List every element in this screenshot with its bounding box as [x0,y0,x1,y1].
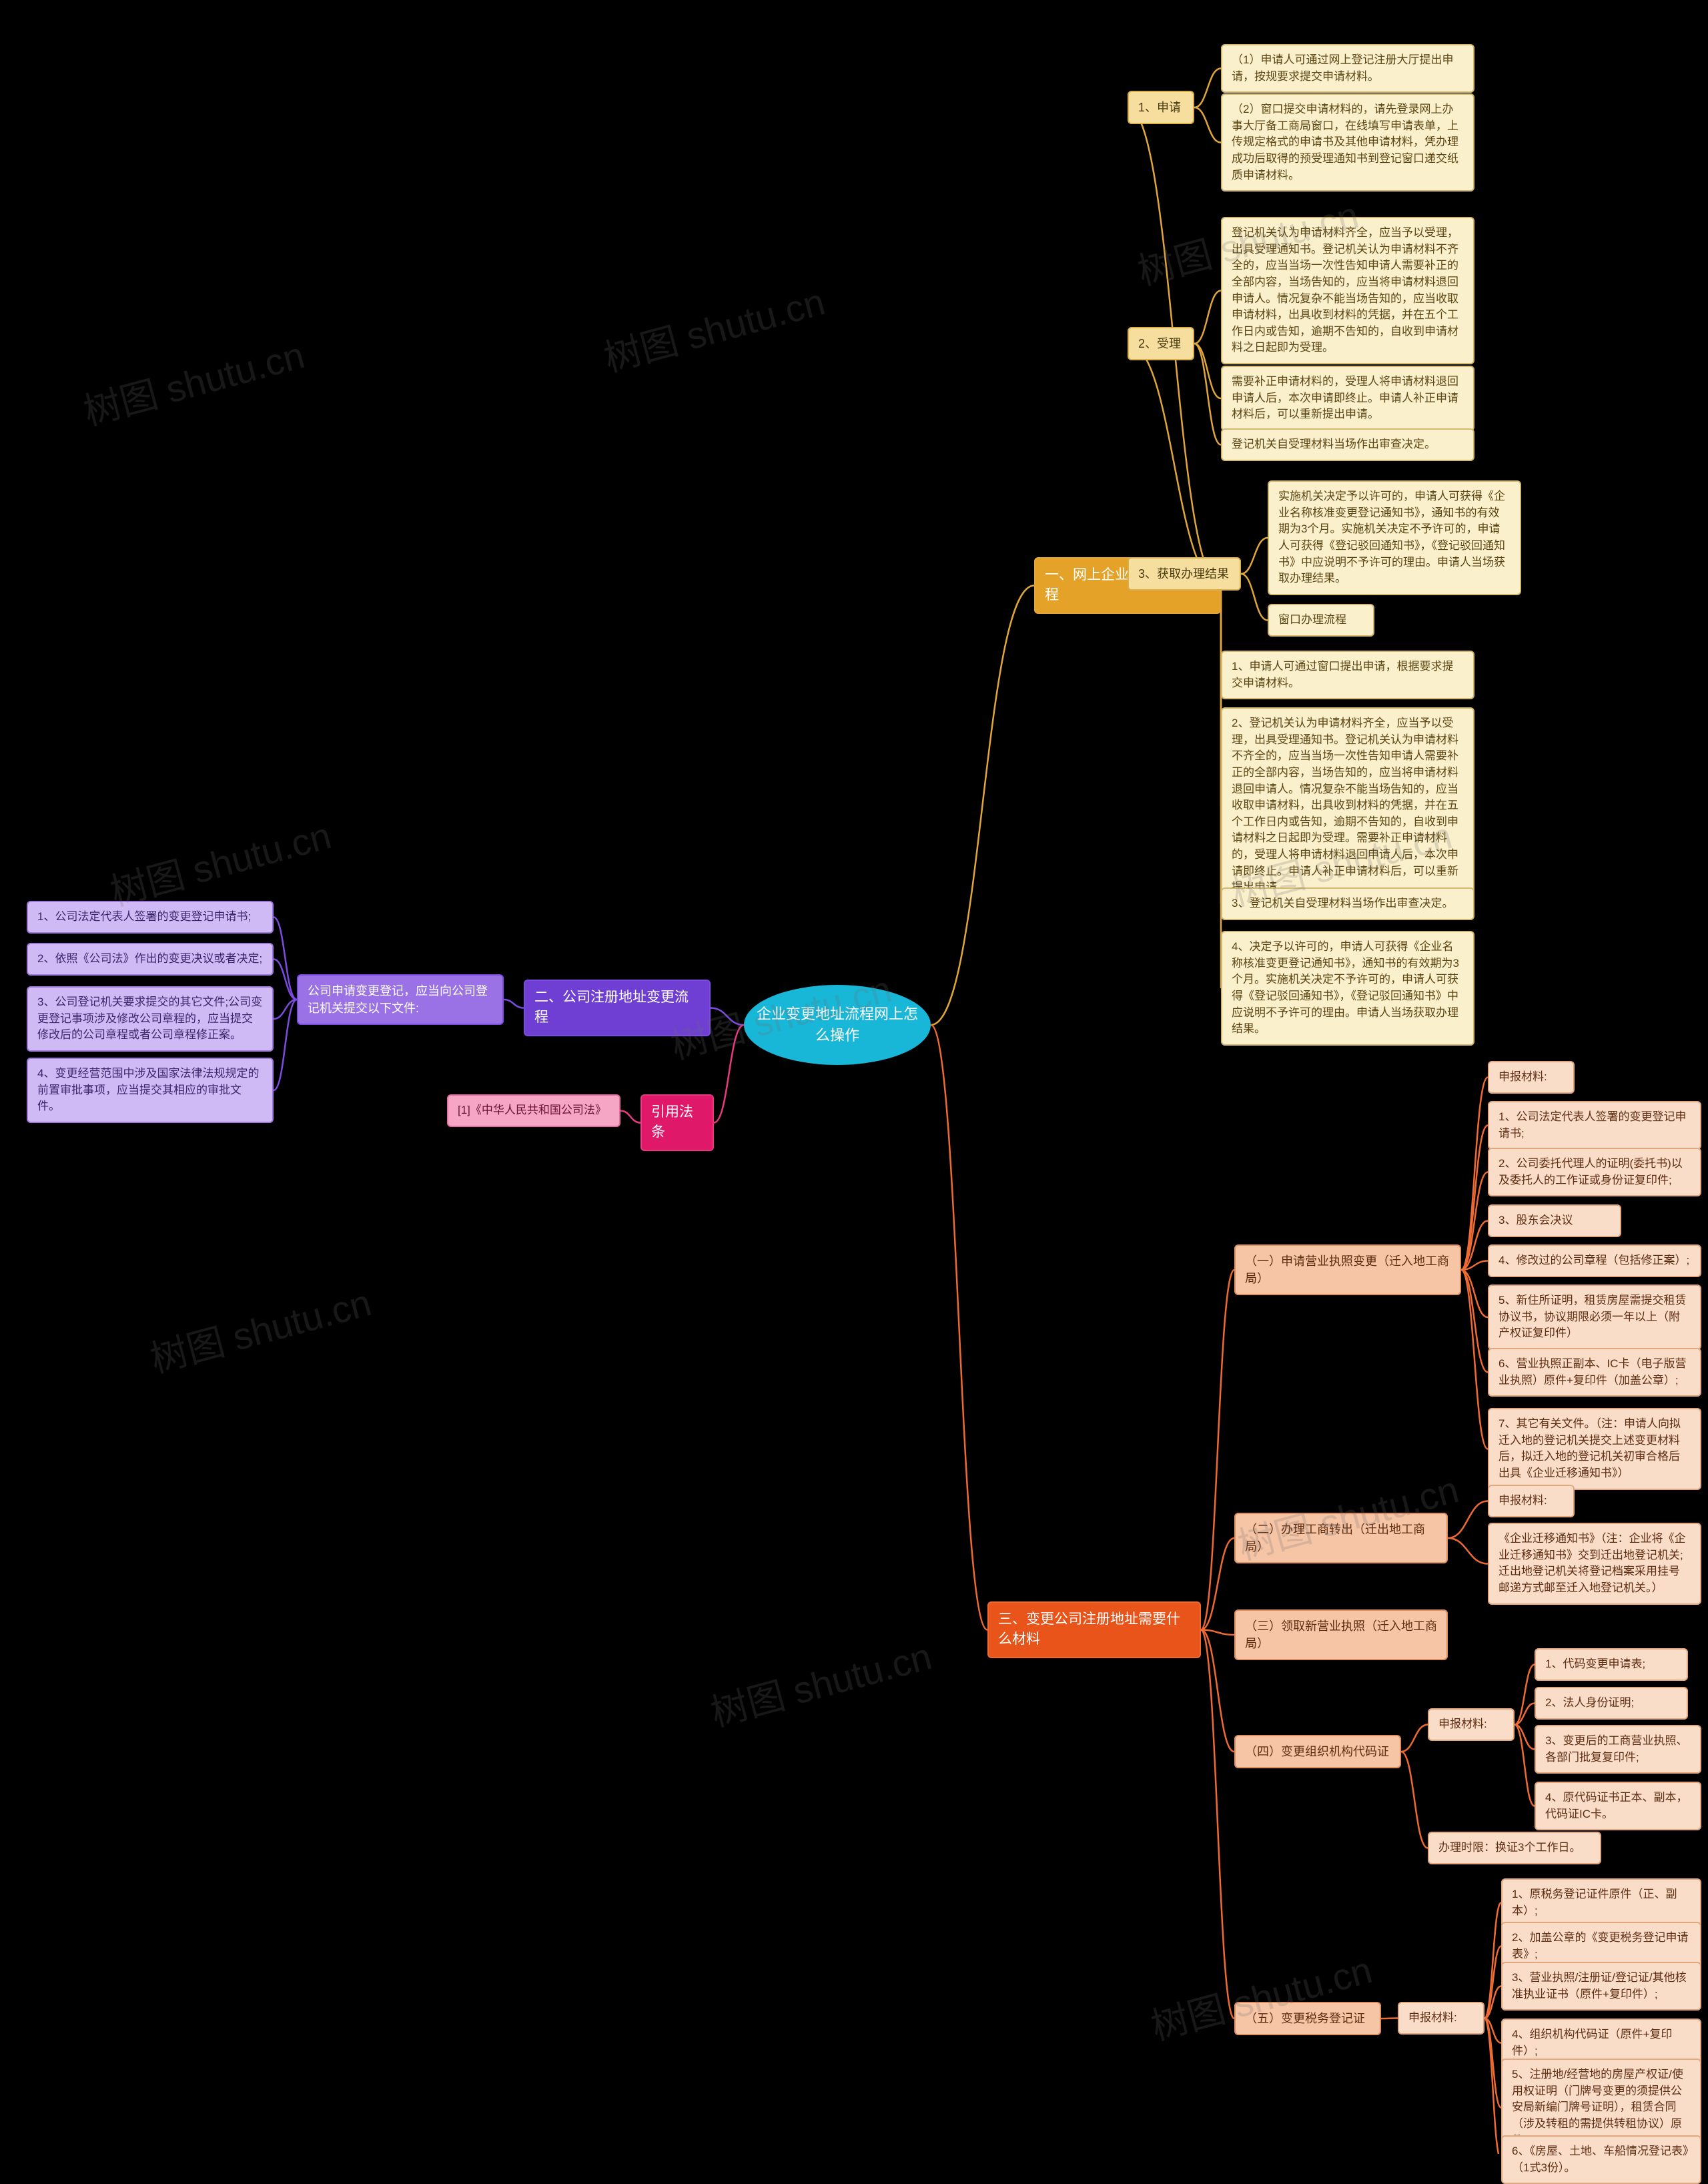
mm-node-s3b[interactable]: （二）办理工商转出（迁出地工商局） [1234,1513,1448,1563]
mm-node-s3b1[interactable]: 《企业迁移通知书》（注：企业将《企业迁移通知书》交到迁出地登记机关;迁出地登记机… [1488,1523,1701,1605]
mm-node-s1b[interactable]: 2、受理 [1128,327,1194,360]
edge-s3a-s3a3 [1461,1221,1488,1270]
mm-node-s3a3[interactable]: 3、股东会决议 [1488,1204,1621,1237]
edge-s1b-s1b1 [1194,291,1221,344]
mm-node-s1a1[interactable]: （1）申请人可通过网上登记注册大厅提出申请，按规要求提交申请材料。 [1221,44,1474,93]
edge-s3a-s3a7 [1461,1270,1488,1449]
mm-node-ref1[interactable]: [1]《中华人民共和国公司法》 [447,1094,620,1127]
edge-s3-s3e [1201,1630,1234,2019]
edge-root-ref [714,1025,744,1123]
watermark: 树图 shutu.cn [704,1626,937,1737]
mm-node-s3a4[interactable]: 4、修改过的公司章程（包括修正案）; [1488,1244,1701,1277]
edge-s3d0-s3d1 [1515,1665,1535,1725]
mm-node-s3d0[interactable]: 申报材料: [1428,1708,1515,1741]
watermark: 树图 shutu.cn [103,805,336,916]
edge-s3-s3d [1201,1630,1234,1752]
mm-node-s1d1[interactable]: 1、申请人可通过窗口提出申请，根据要求提交申请材料。 [1221,651,1474,699]
mm-node-s2a[interactable]: 公司申请变更登记，应当向公司登记机关提交以下文件: [297,974,504,1025]
edge-s2a-s2a3 [274,1000,297,1019]
root-node[interactable]: 企业变更地址流程网上怎么操作 [744,985,931,1065]
mm-node-s3de[interactable]: 办理时限：换证3个工作日。 [1428,1832,1601,1864]
mm-node-s3d[interactable]: （四）变更组织机构代码证 [1234,1735,1401,1768]
edge-s3d0-s3d2 [1515,1704,1535,1725]
edge-s3a-s3a0 [1461,1078,1488,1270]
mm-node-s1c1[interactable]: 实施机关决定予以许可的，申请人可获得《企业名称核准变更登记通知书》，通知书的有效… [1268,480,1521,595]
mm-node-s1d2[interactable]: 2、登记机关认为申请材料齐全，应当予以受理，出具受理通知书。登记机关认为申请材料… [1221,707,1474,904]
edge-s3e0-s3e6 [1484,2019,1501,2155]
edge-s1a-s1a1 [1194,69,1221,108]
edge-s3e0-s3e5 [1484,2019,1501,2108]
mm-node-s1b2[interactable]: 需要补正申请材料的，受理人将申请材料退回申请人后，本次申请即终止。申请人补正申请… [1221,366,1474,431]
mm-node-s1a[interactable]: 1、申请 [1128,91,1194,124]
mm-node-s1c2[interactable]: 窗口办理流程 [1268,604,1374,637]
edge-s3a-s3a6 [1461,1270,1488,1373]
mm-node-s3a[interactable]: （一）申请营业执照变更（迁入地工商局） [1234,1244,1461,1295]
edge-s1-s1b [1128,344,1221,586]
edge-s1c-s1c2 [1241,574,1268,621]
edge-s3-s3c [1201,1630,1234,1635]
edge-s3d-s3de [1401,1752,1428,1848]
edge-root-s3 [931,1025,987,1630]
mm-node-s2[interactable]: 二、公司注册地址变更流程 [524,980,711,1036]
mm-node-s1d3[interactable]: 3、登记机关自受理材料当场作出审查决定。 [1221,887,1474,920]
edge-ref-ref1 [620,1111,640,1123]
mm-node-s3d4[interactable]: 4、原代码证书正本、副本，代码证IC卡。 [1535,1782,1701,1830]
edge-s3b-s3b1 [1448,1538,1488,1564]
mm-node-s3[interactable]: 三、变更公司注册地址需要什么材料 [987,1601,1201,1658]
mm-node-s3e3[interactable]: 3、营业执照/注册证/登记证/其他核准执业证书（原件+复印件）; [1501,1962,1701,2011]
mm-node-s1d4[interactable]: 4、决定予以许可的，申请人可获得《企业名称核准变更登记通知书》，通知书的有效期为… [1221,931,1474,1046]
edge-s3a-s3a2 [1461,1172,1488,1270]
edge-s3b-s3b0 [1448,1501,1488,1539]
mm-node-s1b3[interactable]: 登记机关自受理材料当场作出审查决定。 [1221,428,1474,461]
edge-s3-s3b [1201,1538,1234,1630]
edge-s3a-s3a5 [1461,1270,1488,1317]
mm-node-s3b0[interactable]: 申报材料: [1488,1485,1575,1517]
edge-s3e0-s3e1 [1484,1903,1501,2019]
mm-node-s3d1[interactable]: 1、代码变更申请表; [1535,1648,1688,1681]
edge-root-s2 [711,1008,744,1026]
watermark: 树图 shutu.cn [143,1272,376,1383]
mm-node-s3a0[interactable]: 申报材料: [1488,1061,1575,1094]
mm-node-s3e1[interactable]: 1、原税务登记证件原件（正、副本）; [1501,1878,1701,1927]
edge-s3e0-s3e2 [1484,1946,1501,2019]
edge-s2a-s2a1 [274,918,297,1000]
mm-node-s3c[interactable]: （三）领取新营业执照（迁入地工商局） [1234,1609,1448,1660]
watermark: 树图 shutu.cn [77,325,310,436]
mm-node-s3d2[interactable]: 2、法人身份证明; [1535,1687,1688,1720]
mm-node-s1a2[interactable]: （2）窗口提交申请材料的，请先登录网上办事大厅备工商局窗口，在线填写申请表单，上… [1221,93,1474,192]
mm-node-s3d3[interactable]: 3、变更后的工商营业执照、各部门批复复印件; [1535,1725,1701,1774]
edge-s3-s3a [1201,1270,1234,1630]
mm-node-s2a4[interactable]: 4、变更经营范围中涉及国家法律法规规定的前置审批事项，应当提交其相应的审批文件。 [27,1058,274,1123]
mm-node-s3a7[interactable]: 7、其它有关文件。（注：申请人向拟迁入地的登记机关提交上述变更材料后，拟迁入地的… [1488,1408,1701,1490]
mm-node-s1b1[interactable]: 登记机关认为申请材料齐全，应当予以受理，出具受理通知书。登记机关认为申请材料不齐… [1221,217,1474,364]
mm-node-s2a3[interactable]: 3、公司登记机关要求提交的其它文件;公司变更登记事项涉及修改公司章程的，应当提交… [27,986,274,1052]
edge-s3d0-s3d4 [1515,1725,1535,1806]
edge-s1a-s1a2 [1194,107,1221,143]
edge-s1c-s1c1 [1241,538,1268,574]
mm-node-s3a6[interactable]: 6、营业执照正副本、IC卡（电子版营业执照）原件+复印件（加盖公章）; [1488,1348,1701,1397]
mm-node-s3a5[interactable]: 5、新住所证明，租赁房屋需提交租赁协议书，协议期限必须一年以上（附产权证复印件） [1488,1285,1701,1350]
edge-root-s1 [931,586,1034,1026]
edge-s3a-s3a4 [1461,1261,1488,1270]
mm-node-s1c[interactable]: 3、获取办理结果 [1128,557,1241,591]
edge-s3a-s3a1 [1461,1126,1488,1270]
edge-s2a-s2a2 [274,960,297,1000]
edge-s3d-s3d0 [1401,1725,1428,1752]
mm-node-s3e0[interactable]: 申报材料: [1398,2002,1484,2035]
edge-s2a-s2a4 [274,1000,297,1090]
mm-node-ref[interactable]: 引用法条 [640,1094,714,1151]
mm-node-s3e6[interactable]: 6、《房屋、土地、车船情况登记表》（1式3份）。 [1501,2135,1701,2184]
edge-s3e0-s3e4 [1484,2019,1501,2043]
edge-s2-s2a [504,1000,524,1008]
mm-node-s2a1[interactable]: 1、公司法定代表人签署的变更登记申请书; [27,901,274,934]
edge-s3e0-s3e3 [1484,1986,1501,2019]
mm-node-s3a2[interactable]: 2、公司委托代理人的证明(委托书)以及委托人的工作证或身份证复印件; [1488,1148,1701,1196]
watermark: 树图 shutu.cn [597,272,830,382]
mm-node-s3e[interactable]: （五）变更税务登记证 [1234,2002,1381,2035]
edge-s1b-s1b2 [1194,344,1221,398]
edge-s1b-s1b3 [1194,344,1221,445]
mm-node-s3a1[interactable]: 1、公司法定代表人签署的变更登记申请书; [1488,1101,1701,1150]
edge-s3d0-s3d3 [1515,1725,1535,1750]
mm-node-s2a2[interactable]: 2、依照《公司法》作出的变更决议或者决定; [27,943,274,976]
